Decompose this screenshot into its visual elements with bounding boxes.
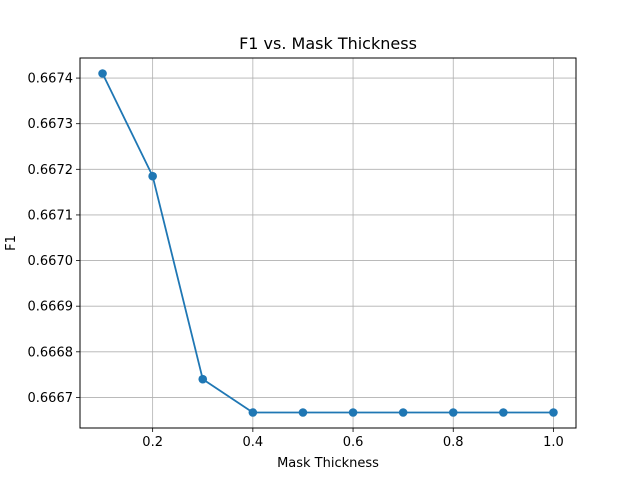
data-point (398, 408, 408, 417)
y-tick-label: 0.6671 (28, 208, 74, 223)
y-axis: 0.6667 0.6668 0.6669 0.6670 0.6671 0.6672 0.66… (28, 72, 80, 406)
x-tick-label: 0.2 (142, 435, 163, 450)
y-tick-label: 0.6669 (28, 300, 74, 315)
series (98, 69, 558, 417)
grid (80, 58, 576, 428)
chart-title: F1 vs. Mask Thickness (239, 34, 417, 53)
x-tick-label: 0.4 (243, 435, 264, 450)
x-tick-label: 1.0 (543, 435, 564, 450)
x-tick-label: 0.8 (443, 435, 464, 450)
data-point (248, 408, 258, 417)
x-axis: 0.2 0.4 0.6 0.8 1.0 (142, 428, 564, 450)
data-point (448, 408, 458, 417)
data-point (499, 408, 508, 417)
x-axis-title: Mask Thickness (277, 456, 379, 471)
x-tick-label: 0.6 (343, 435, 364, 450)
y-tick-label: 0.6674 (28, 72, 74, 87)
data-point (148, 171, 157, 181)
series-line (101, 73, 554, 414)
y-tick-label: 0.6667 (28, 391, 74, 406)
data-point (98, 69, 107, 78)
data-point (549, 408, 558, 417)
y-axis-title: F1 (4, 235, 19, 251)
plot-frame (79, 57, 577, 429)
data-point (198, 374, 208, 384)
data-point (298, 408, 308, 417)
data-point (348, 408, 358, 417)
y-tick-label: 0.6672 (28, 163, 74, 178)
y-tick-label: 0.6673 (28, 117, 74, 132)
y-tick-label: 0.6670 (28, 254, 74, 269)
y-tick-label: 0.6668 (28, 345, 74, 360)
